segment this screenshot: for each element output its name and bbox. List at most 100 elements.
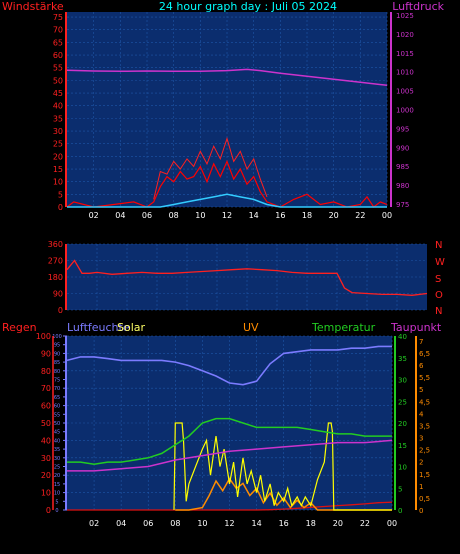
uv-tick-label: 2 (419, 459, 423, 467)
temperature-tick-label: 35 (398, 355, 407, 363)
wind-pressure-ticks: 02 04 06 08 10 12 14 16 18 20 22 000510152025303540… (53, 12, 414, 220)
compass-label: S (435, 274, 441, 285)
humidity-tick-label: 60 (54, 404, 60, 410)
windspeed-line (66, 159, 388, 208)
direction-tick-label: 270 (48, 257, 63, 266)
pressure-tick-label: 975 (396, 201, 409, 209)
pressure-tick-label: 1005 (396, 88, 414, 96)
windspeed-tick-label: 45 (53, 89, 63, 98)
x-tick-label: 14 (249, 211, 259, 220)
uv-tick-label: 7 (419, 338, 423, 346)
temperature-tick-label: 0 (398, 507, 402, 515)
x-tick-label: 04 (115, 211, 125, 220)
rain-tick-label: 50 (41, 419, 51, 428)
windspeed-tick-label: 0 (58, 203, 63, 212)
x-tick-label: 10 (195, 211, 205, 220)
uv-tick-label: 0 (419, 507, 423, 515)
compass-label: W (435, 257, 445, 268)
windspeed-axis-label: Windstärke (2, 0, 64, 13)
solar-line (173, 422, 392, 511)
wind-title: 24 hour graph day : Juli 05 2024 (159, 0, 337, 13)
uv-line (175, 477, 392, 511)
wind-pressure-series (66, 68, 388, 208)
x-tick-label: 18 (302, 211, 312, 220)
humidity-tick-label: 45 (54, 430, 60, 436)
wind-direction-series (66, 259, 428, 296)
humidity-tick-label: 10 (54, 491, 60, 497)
uv-tick-label: 4,5 (419, 398, 430, 406)
x-tick-label: 22 (360, 519, 370, 528)
rain-tick-label: 80 (41, 367, 51, 376)
x-tick-label: 20 (329, 211, 339, 220)
pressure-tick-label: 990 (396, 144, 409, 152)
rain-tick-label: 0 (46, 506, 51, 515)
compass-label: N (435, 306, 442, 317)
x-tick-label: 18 (306, 519, 316, 528)
x-tick-label: 22 (355, 211, 365, 220)
temperature-tick-label: 25 (398, 398, 407, 406)
pressure-tick-label: 1025 (396, 12, 414, 20)
rain-label: Regen (2, 321, 37, 334)
uv-tick-label: 3 (419, 435, 423, 443)
temperature-tick-label: 20 (398, 420, 407, 428)
rain-tick-label: 40 (41, 436, 51, 445)
windspeed-tick-label: 40 (53, 102, 63, 111)
uv-tick-label: 5,5 (419, 374, 430, 382)
gust-line (153, 136, 268, 200)
humidity-tick-label: 35 (54, 447, 60, 453)
x-tick-label: 20 (333, 519, 343, 528)
windspeed-tick-label: 35 (53, 114, 63, 123)
temperature-tick-label: 40 (398, 333, 407, 341)
compass-label: N (435, 240, 442, 251)
windspeed-tick-label: 55 (53, 64, 63, 73)
temperature-tick-label: 5 (398, 485, 402, 493)
temperature-line (67, 417, 392, 466)
pressure-tick-label: 1000 (396, 107, 414, 115)
rain-tick-label: 30 (41, 454, 51, 463)
pressure-tick-label: 1015 (396, 50, 414, 58)
temperature-tick-label: 10 (398, 464, 407, 472)
solar-label: Solar (117, 321, 146, 334)
uv-tick-label: 0,5 (419, 495, 430, 503)
uv-tick-label: 2,5 (419, 447, 430, 455)
pressure-tick-label: 1020 (396, 31, 414, 39)
direction-tick-label: 180 (48, 273, 63, 282)
humidity-tick-label: 55 (54, 412, 60, 418)
temperature-tick-label: 15 (398, 442, 407, 450)
humidity-tick-label: 40 (54, 438, 60, 444)
x-tick-label: 00 (387, 519, 397, 528)
humidity-tick-label: 65 (54, 395, 60, 401)
uv-tick-label: 5 (419, 386, 423, 394)
uv-tick-label: 1 (419, 483, 423, 491)
windspeed-tick-label: 20 (53, 152, 63, 161)
x-tick-label: 02 (89, 211, 99, 220)
temperature-label: Temperatur (311, 321, 376, 334)
windspeed-tick-label: 10 (53, 178, 63, 187)
x-tick-label: 14 (251, 519, 261, 528)
climate-series (66, 345, 393, 511)
x-tick-label: 00 (382, 211, 392, 220)
temperature-tick-label: 30 (398, 377, 407, 385)
humidity-tick-label: 100 (52, 334, 62, 340)
windspeed-tick-label: 50 (53, 76, 63, 85)
uv-tick-label: 3,5 (419, 422, 430, 430)
compass-label: O (435, 290, 443, 301)
windspeed-tick-label: 25 (53, 140, 63, 149)
pressure-axis-label: Luftdruck (392, 0, 444, 13)
humidity-tick-label: 95 (54, 343, 60, 349)
windspeed-tick-label: 60 (53, 51, 63, 60)
rain-line (67, 501, 393, 511)
wind-avg-line (67, 193, 387, 208)
uv-tick-label: 4 (419, 410, 424, 418)
humidity-line (66, 345, 392, 386)
uv-tick-label: 1,5 (419, 471, 430, 479)
rain-tick-label: 100 (36, 332, 51, 341)
pressure-tick-label: 980 (396, 182, 409, 190)
rain-tick-label: 10 (41, 489, 51, 498)
rain-tick-label: 60 (41, 402, 51, 411)
pressure-tick-label: 1010 (396, 69, 414, 77)
direction-tick-label: 0 (58, 306, 63, 315)
humidity-tick-label: 20 (54, 473, 60, 479)
windspeed-tick-label: 5 (58, 190, 63, 199)
